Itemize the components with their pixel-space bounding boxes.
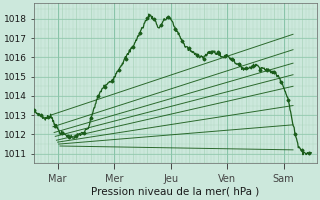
X-axis label: Pression niveau de la mer( hPa ): Pression niveau de la mer( hPa ) [91,187,260,197]
